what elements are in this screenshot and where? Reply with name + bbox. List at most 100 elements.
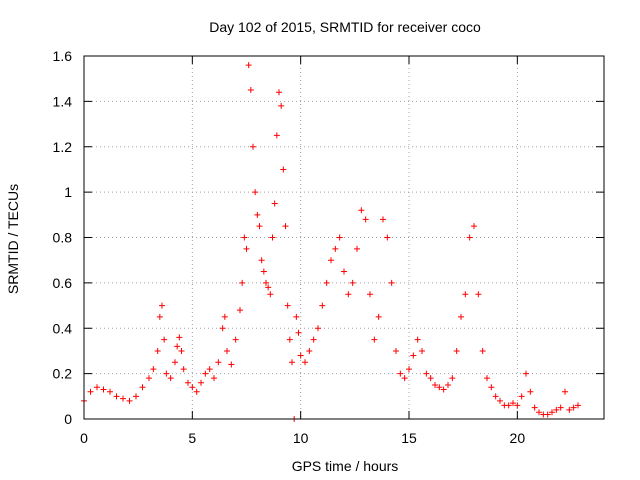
data-point [349, 279, 356, 286]
data-point [531, 404, 538, 411]
data-point [139, 384, 146, 391]
data-point [107, 388, 113, 395]
data-point [544, 411, 551, 418]
y-tick-label: 1 [64, 184, 72, 200]
data-point [250, 143, 256, 150]
data-point [315, 325, 321, 332]
x-tick-label: 5 [188, 430, 196, 446]
data-point [354, 245, 360, 252]
x-tick-label: 20 [510, 430, 526, 446]
data-point [269, 234, 276, 241]
data-point [284, 302, 291, 309]
y-tick-label: 0.4 [53, 320, 73, 336]
data-point [549, 409, 555, 416]
data-point [336, 234, 343, 241]
data-point [510, 400, 516, 407]
data-point [271, 200, 278, 207]
data-point [380, 216, 386, 223]
data-point [215, 359, 222, 366]
data-point [306, 347, 313, 354]
data-point [256, 223, 263, 230]
y-tick-label: 0.2 [53, 366, 73, 382]
data-point [323, 279, 330, 286]
data-point [178, 347, 185, 354]
data-points [81, 62, 581, 422]
y-axis-label: SRMTID / TECUs [5, 184, 21, 294]
data-point [245, 62, 252, 69]
data-point [319, 302, 326, 309]
data-point [449, 375, 456, 382]
data-point [254, 211, 261, 218]
data-point [146, 375, 152, 382]
y-tick-label: 0.6 [53, 275, 73, 291]
data-point [278, 102, 285, 109]
x-tick-label: 0 [80, 430, 88, 446]
data-point [239, 279, 246, 286]
data-point [570, 404, 577, 411]
data-point [258, 257, 265, 264]
data-point [289, 359, 295, 366]
data-point [358, 207, 365, 214]
data-point [514, 402, 521, 409]
data-point [133, 393, 139, 400]
data-point [276, 89, 282, 96]
y-tick-label: 1.4 [53, 93, 73, 109]
data-point [159, 302, 165, 309]
data-point [156, 313, 163, 320]
data-point [113, 393, 120, 400]
data-point [100, 386, 107, 393]
data-point [198, 379, 204, 386]
data-point [427, 375, 434, 382]
data-point [228, 361, 235, 368]
data-point [536, 409, 542, 416]
y-tick-label: 1.6 [53, 48, 73, 64]
data-point [280, 166, 287, 173]
data-point [562, 388, 568, 395]
data-point [575, 402, 581, 409]
data-point [414, 336, 421, 343]
data-point [406, 366, 412, 373]
data-point [419, 347, 425, 354]
data-point [293, 313, 300, 320]
data-point [553, 406, 560, 413]
data-point [273, 132, 280, 139]
data-point [484, 375, 490, 382]
data-point [393, 347, 399, 354]
chart-title: Day 102 of 2015, SRMTID for receiver coc… [209, 19, 481, 35]
data-point [189, 384, 196, 391]
data-point [302, 359, 308, 366]
data-point [252, 189, 259, 196]
data-point [221, 313, 228, 320]
data-point [185, 379, 191, 386]
data-point [388, 279, 395, 286]
x-tick-label: 10 [293, 430, 309, 446]
data-point [193, 388, 200, 395]
data-point [120, 395, 126, 402]
data-point [505, 402, 512, 409]
data-point [375, 313, 382, 320]
data-point [345, 291, 352, 298]
data-point [518, 393, 525, 400]
data-point [371, 336, 378, 343]
data-point [462, 291, 469, 298]
data-point [174, 343, 181, 350]
data-point [397, 370, 404, 377]
data-point [211, 375, 217, 382]
data-point [286, 336, 293, 343]
data-point [263, 279, 269, 286]
x-axis-label: GPS time / hours [292, 458, 399, 474]
data-point [310, 336, 317, 343]
data-point [202, 370, 209, 377]
x-tick-label: 15 [401, 430, 417, 446]
data-point [150, 366, 157, 373]
data-point [401, 375, 408, 382]
y-tick-label: 1.2 [53, 139, 73, 155]
data-point [497, 397, 503, 404]
data-point [260, 268, 267, 275]
y-tick-labels: 0 0.2 0.4 0.6 0.8 1 1.2 1.4 1.6 [53, 48, 73, 427]
data-point [167, 375, 174, 382]
data-point [241, 234, 248, 241]
data-point [224, 347, 230, 354]
